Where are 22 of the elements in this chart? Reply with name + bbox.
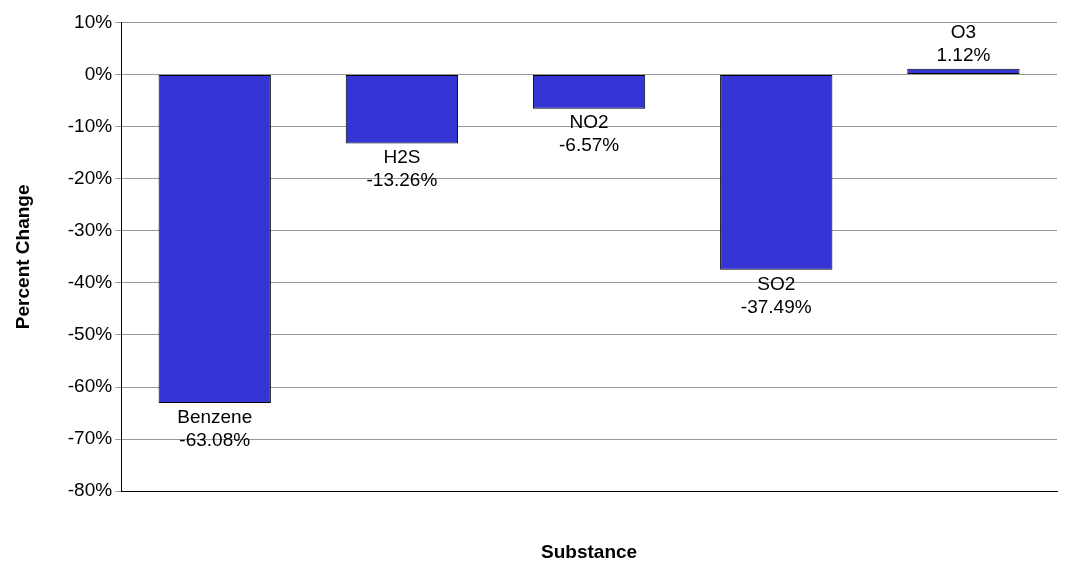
data-label: -13.26%: [366, 169, 438, 191]
y-tick-label: 10%: [74, 10, 113, 32]
y-tick-label: -20%: [67, 166, 113, 188]
x-tick-label: Benzene: [177, 405, 253, 427]
data-label: -63.08%: [179, 428, 251, 450]
y-axis-title: Percent Change: [11, 184, 33, 330]
y-tick-label: -80%: [67, 479, 113, 501]
x-axis-title: Substance: [541, 540, 638, 562]
data-label: -6.57%: [558, 134, 620, 156]
y-tick-label: -30%: [67, 218, 113, 240]
data-label: -37.49%: [740, 295, 812, 317]
y-tick-label: -50%: [67, 323, 113, 345]
y-tick-label: -10%: [67, 114, 113, 136]
x-tick-label: SO2: [757, 272, 796, 294]
x-tick-label: H2S: [383, 146, 421, 168]
y-tick-label: 0%: [84, 62, 113, 84]
x-tick-label: NO2: [569, 111, 609, 133]
y-tick-label: -60%: [67, 375, 113, 397]
y-tick-label: -40%: [67, 271, 113, 293]
y-tick-label: -70%: [67, 427, 113, 449]
data-label: 1.12%: [936, 44, 991, 66]
x-tick-label: O3: [950, 21, 977, 43]
